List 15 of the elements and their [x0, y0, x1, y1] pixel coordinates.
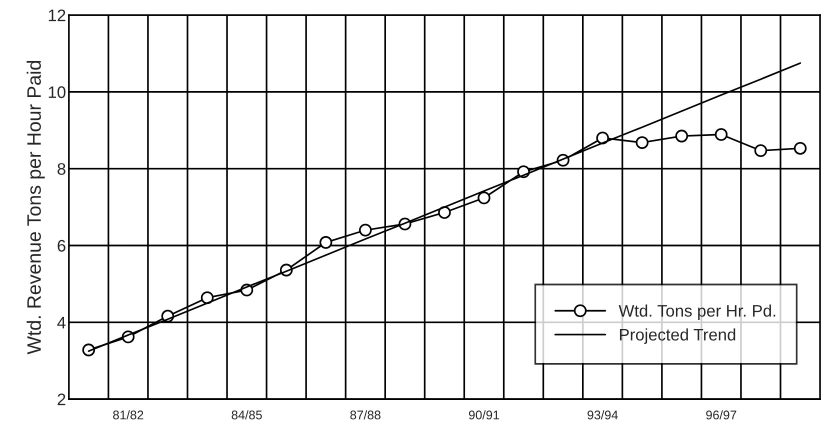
- x-tick-label: 93/94: [588, 410, 618, 420]
- y-tick-label: 8: [58, 163, 66, 175]
- y-tick-label: 6: [58, 240, 66, 252]
- y-tick-label: 12: [48, 9, 66, 22]
- y-axis-title: Wtd. Revenue Tons per Hour Paid: [26, 60, 45, 354]
- legend-label: Projected Trend: [620, 328, 736, 344]
- y-tick-label: 2: [58, 394, 66, 406]
- legend-label: Wtd. Tons per Hr. Pd.: [618, 304, 776, 320]
- y-tick-label: 4: [57, 316, 66, 328]
- x-tick-label: 90/91: [468, 410, 500, 420]
- x-tick-label: 84/85: [232, 410, 262, 420]
- x-tick-label: 81/82: [113, 410, 144, 420]
- y-tick-label: 10: [48, 86, 66, 98]
- x-tick-label: 96/97: [706, 410, 736, 420]
- x-tick-label: 87/88: [350, 410, 380, 420]
